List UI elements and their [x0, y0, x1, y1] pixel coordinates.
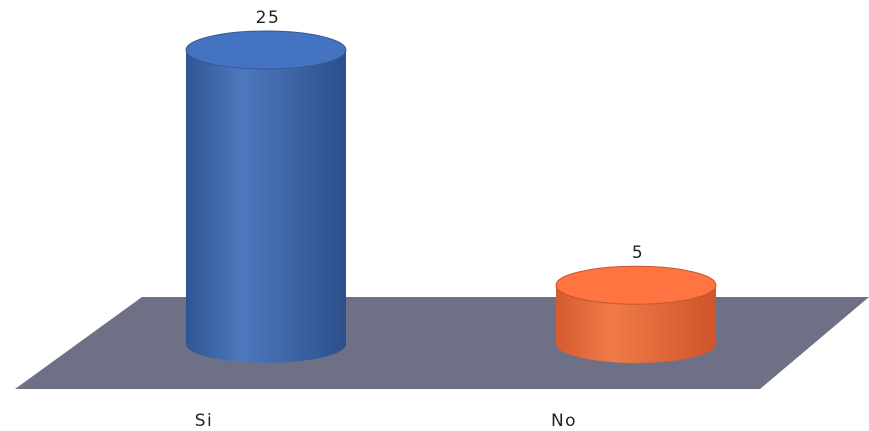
bar-no-top: [555, 265, 717, 305]
bars-group: [185, 30, 717, 363]
value-labels-group: 25 5: [256, 8, 644, 263]
bar-si-top: [185, 30, 347, 70]
bar-no-body: [556, 285, 716, 363]
category-labels-group: Si No: [195, 411, 577, 431]
bar-no: [555, 265, 717, 363]
value-label-no: 5: [632, 243, 644, 263]
category-label-no: No: [551, 411, 577, 431]
bar-si: [185, 30, 347, 363]
value-label-si: 25: [256, 8, 281, 28]
bar-si-body: [186, 50, 346, 363]
category-label-si: Si: [195, 411, 214, 431]
chart-floor: [15, 297, 869, 389]
